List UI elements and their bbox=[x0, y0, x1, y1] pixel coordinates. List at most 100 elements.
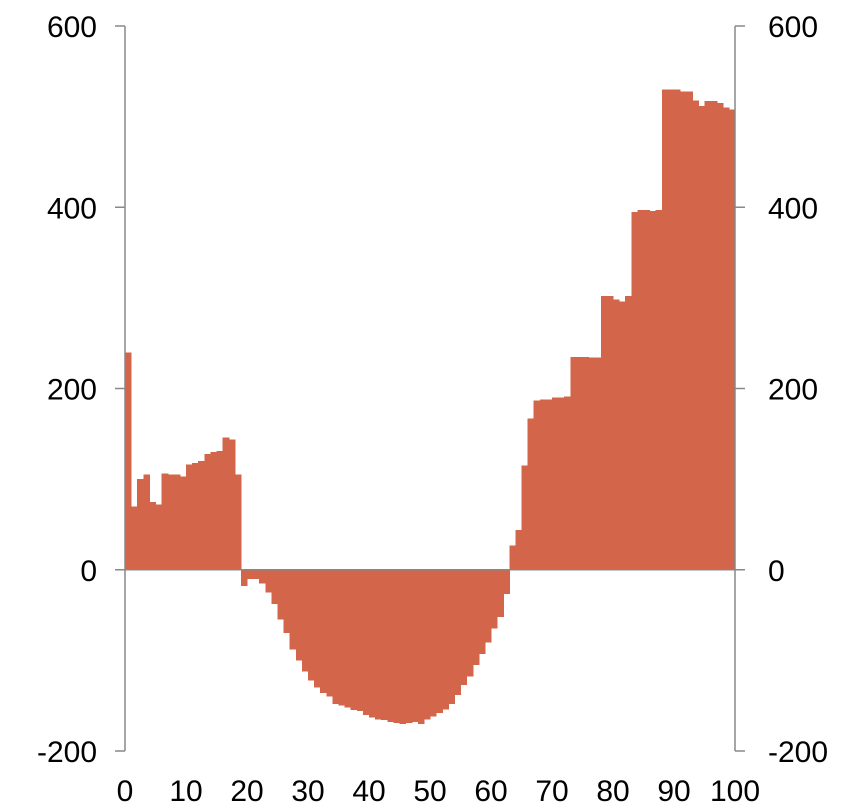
x-tick-label: 30 bbox=[291, 775, 324, 808]
bar-48 bbox=[417, 569, 425, 724]
bar-75 bbox=[582, 356, 590, 570]
bar-57 bbox=[472, 569, 480, 665]
bar-0 bbox=[125, 352, 132, 570]
bar-76 bbox=[588, 357, 596, 570]
bar-79 bbox=[606, 296, 614, 570]
bar-34 bbox=[332, 569, 340, 704]
x-tick-label: 10 bbox=[169, 775, 202, 808]
bar-74 bbox=[576, 356, 584, 570]
bar-24 bbox=[271, 569, 279, 605]
tick-labels: 600 400 200 0 -200 600 400 200 0 -200 0 10 20 30 40 50 6… bbox=[37, 11, 828, 808]
axis-ticks bbox=[115, 25, 745, 752]
bar-20 bbox=[247, 569, 254, 579]
bar-53 bbox=[448, 569, 455, 704]
x-tick-label: 0 bbox=[117, 775, 134, 808]
bar-99 bbox=[728, 109, 736, 570]
bar-45 bbox=[399, 569, 407, 724]
bar-46 bbox=[405, 569, 413, 723]
bar-10 bbox=[186, 464, 193, 570]
bar-95 bbox=[704, 101, 712, 570]
bar-58 bbox=[478, 569, 486, 655]
bar-18 bbox=[234, 474, 242, 570]
right-y-tick-label: 400 bbox=[768, 192, 818, 225]
x-tick-label: 90 bbox=[657, 775, 690, 808]
bar-14 bbox=[210, 451, 218, 570]
bar-16 bbox=[222, 437, 230, 570]
bar-86 bbox=[649, 210, 657, 570]
bar-11 bbox=[192, 462, 199, 570]
bar-82 bbox=[625, 296, 632, 570]
bar-89 bbox=[667, 89, 675, 570]
x-tick-label: 40 bbox=[352, 775, 385, 808]
bar-51 bbox=[436, 569, 443, 713]
x-tick-label: 50 bbox=[413, 775, 446, 808]
bar-77 bbox=[594, 357, 602, 570]
bar-30 bbox=[308, 569, 315, 681]
x-tick-label: 20 bbox=[230, 775, 263, 808]
bar-61 bbox=[497, 569, 504, 617]
bar-25 bbox=[277, 569, 285, 620]
bar-27 bbox=[289, 569, 297, 650]
bar-33 bbox=[326, 569, 333, 697]
bar-31 bbox=[314, 569, 321, 688]
bar-93 bbox=[692, 100, 699, 570]
bar-68 bbox=[539, 399, 547, 570]
bar-69 bbox=[545, 399, 553, 570]
bar-50 bbox=[430, 569, 437, 717]
bar-13 bbox=[204, 453, 211, 570]
bar-5 bbox=[155, 504, 163, 570]
bar-8 bbox=[173, 474, 181, 570]
bar-60 bbox=[491, 569, 498, 629]
x-tick-label: 80 bbox=[596, 775, 629, 808]
bar-97 bbox=[716, 103, 724, 570]
bar-39 bbox=[362, 569, 370, 715]
bar-26 bbox=[283, 569, 291, 634]
bar-87 bbox=[655, 209, 663, 570]
bar-92 bbox=[686, 91, 693, 570]
bar-98 bbox=[722, 107, 730, 570]
right-y-tick-label: -200 bbox=[768, 736, 828, 769]
bar-49 bbox=[423, 569, 431, 720]
bar-12 bbox=[198, 461, 205, 570]
bar-65 bbox=[521, 465, 529, 570]
bar-47 bbox=[411, 569, 419, 722]
bar-80 bbox=[613, 299, 620, 570]
bar-6 bbox=[161, 473, 169, 570]
bar-40 bbox=[369, 569, 376, 718]
bar-28 bbox=[295, 569, 303, 661]
right-y-tick-label: 600 bbox=[768, 11, 818, 44]
bar-71 bbox=[558, 397, 565, 570]
x-tick-label: 70 bbox=[535, 775, 568, 808]
bar-32 bbox=[320, 569, 327, 693]
bar-70 bbox=[552, 397, 559, 570]
bar-88 bbox=[661, 89, 669, 570]
bar-54 bbox=[454, 569, 462, 695]
x-tick-label: 60 bbox=[474, 775, 507, 808]
bar-19 bbox=[240, 569, 248, 587]
bar-78 bbox=[600, 296, 608, 570]
left-y-tick-label: 0 bbox=[80, 555, 97, 588]
bar-91 bbox=[680, 91, 687, 570]
bar-29 bbox=[301, 569, 309, 672]
bar-73 bbox=[570, 356, 577, 570]
bar-66 bbox=[527, 418, 535, 570]
bar-43 bbox=[387, 569, 394, 722]
bar-9 bbox=[179, 476, 187, 570]
bar-81 bbox=[619, 301, 626, 570]
bar-2 bbox=[137, 479, 144, 570]
bar-96 bbox=[710, 101, 718, 570]
bar-84 bbox=[637, 209, 645, 570]
right-y-tick-label: 200 bbox=[768, 374, 818, 407]
bar-59 bbox=[484, 569, 492, 643]
bar-36 bbox=[344, 569, 352, 708]
bar-72 bbox=[564, 396, 571, 570]
bar-52 bbox=[442, 569, 449, 710]
bar-83 bbox=[631, 211, 638, 570]
x-tick-label: 100 bbox=[710, 775, 760, 808]
bar-90 bbox=[674, 89, 681, 570]
bar-38 bbox=[356, 569, 364, 712]
bar-41 bbox=[375, 569, 382, 720]
bar-3 bbox=[143, 474, 150, 570]
left-y-tick-label: 400 bbox=[47, 192, 97, 225]
